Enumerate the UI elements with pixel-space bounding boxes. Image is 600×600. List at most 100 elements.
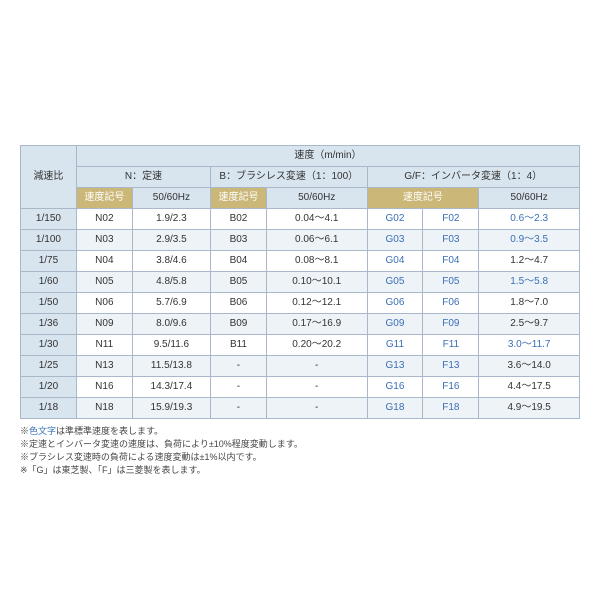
cell: N18 [76,398,132,419]
cell: 2.9/3.5 [132,230,210,251]
footnotes: ※色文字は準標準速度を表します。※定速とインバータ変速の速度は、負荷により±10… [20,425,580,477]
cell: 3.8/4.6 [132,251,210,272]
footnote-line: ※ブラシレス変速時の負荷による速度変動は±1%以内です。 [20,451,580,464]
cell: 9.5/11.6 [132,335,210,356]
cell: F16 [423,377,479,398]
cell: N05 [76,272,132,293]
cell: 5.7/6.9 [132,293,210,314]
sub-n-code: 速度記号 [76,188,132,209]
table-row: 1/150N021.9/2.3B020.04～4.1G02F020.6～2.3 [21,209,580,230]
cell: G11 [367,335,423,356]
footnote-line: ※色文字は準標準速度を表します。 [20,425,580,438]
cell: B05 [211,272,267,293]
cell: G05 [367,272,423,293]
cell: 3.6～14.0 [479,356,580,377]
cell: F06 [423,293,479,314]
cell: 1/25 [21,356,77,377]
speed-table: 減速比 速度（m/min） N：定速 B：ブラシレス変速（1：100） G/F：… [20,145,580,419]
cell: N09 [76,314,132,335]
cell: F02 [423,209,479,230]
cell: 1.5～5.8 [479,272,580,293]
cell: 1.8～7.0 [479,293,580,314]
cell: G04 [367,251,423,272]
cell: N02 [76,209,132,230]
cell: B02 [211,209,267,230]
cell: 1.9/2.3 [132,209,210,230]
cell: 4.4～17.5 [479,377,580,398]
cell: N16 [76,377,132,398]
cell: 1/30 [21,335,77,356]
cell: B03 [211,230,267,251]
sub-gf-code: 速度記号 [367,188,479,209]
group-n: N：定速 [76,167,210,188]
cell: 1/75 [21,251,77,272]
cell: N13 [76,356,132,377]
cell: 0.10～10.1 [266,272,367,293]
cell: 1/18 [21,398,77,419]
table-row: 1/60N054.8/5.8B050.10～10.1G05F051.5～5.8 [21,272,580,293]
footnote-line: ※「G」は東芝製、「F」は三菱製を表します。 [20,464,580,477]
cell: F13 [423,356,479,377]
corner-header: 減速比 [21,146,77,209]
table-row: 1/18N1815.9/19.3--G18F184.9～19.5 [21,398,580,419]
cell: 15.9/19.3 [132,398,210,419]
cell: F11 [423,335,479,356]
footnote-line: ※定速とインバータ変速の速度は、負荷により±10%程度変動します。 [20,438,580,451]
cell: - [211,356,267,377]
cell: - [211,398,267,419]
cell: B06 [211,293,267,314]
table-row: 1/100N032.9/3.5B030.06～6.1G03F030.9～3.5 [21,230,580,251]
cell: - [211,377,267,398]
table-row: 1/25N1311.5/13.8--G13F133.6～14.0 [21,356,580,377]
cell: 14.3/17.4 [132,377,210,398]
cell: 4.9～19.5 [479,398,580,419]
cell: G09 [367,314,423,335]
sub-gf-hz: 50/60Hz [479,188,580,209]
cell: N03 [76,230,132,251]
cell: - [266,398,367,419]
cell: F05 [423,272,479,293]
cell: G13 [367,356,423,377]
cell: G06 [367,293,423,314]
cell: 0.04～4.1 [266,209,367,230]
cell: 1/150 [21,209,77,230]
cell: 1/60 [21,272,77,293]
cell: G18 [367,398,423,419]
cell: 1/20 [21,377,77,398]
top-header: 速度（m/min） [76,146,579,167]
cell: G16 [367,377,423,398]
cell: 0.20～20.2 [266,335,367,356]
cell: 2.5～9.7 [479,314,580,335]
table-row: 1/30N119.5/11.6B110.20～20.2G11F113.0～11.… [21,335,580,356]
cell: N04 [76,251,132,272]
cell: 0.12～12.1 [266,293,367,314]
cell: G02 [367,209,423,230]
cell: G03 [367,230,423,251]
cell: 1/36 [21,314,77,335]
cell: B09 [211,314,267,335]
table-row: 1/20N1614.3/17.4--G16F164.4～17.5 [21,377,580,398]
group-b: B：ブラシレス変速（1：100） [211,167,368,188]
group-gf: G/F：インバータ変速（1：4） [367,167,579,188]
cell: F03 [423,230,479,251]
cell: 0.06～6.1 [266,230,367,251]
cell: - [266,356,367,377]
cell: 1.2～4.7 [479,251,580,272]
sub-b-code: 速度記号 [211,188,267,209]
cell: B04 [211,251,267,272]
table-row: 1/50N065.7/6.9B060.12～12.1G06F061.8～7.0 [21,293,580,314]
cell: 0.9～3.5 [479,230,580,251]
cell: F18 [423,398,479,419]
table-row: 1/75N043.8/4.6B040.08～8.1G04F041.2～4.7 [21,251,580,272]
cell: B11 [211,335,267,356]
cell: 0.17～16.9 [266,314,367,335]
cell: 0.08～8.1 [266,251,367,272]
cell: 0.6～2.3 [479,209,580,230]
cell: 4.8/5.8 [132,272,210,293]
cell: 3.0～11.7 [479,335,580,356]
cell: 11.5/13.8 [132,356,210,377]
cell: - [266,377,367,398]
sub-b-hz: 50/60Hz [266,188,367,209]
cell: 8.0/9.6 [132,314,210,335]
sub-n-hz: 50/60Hz [132,188,210,209]
